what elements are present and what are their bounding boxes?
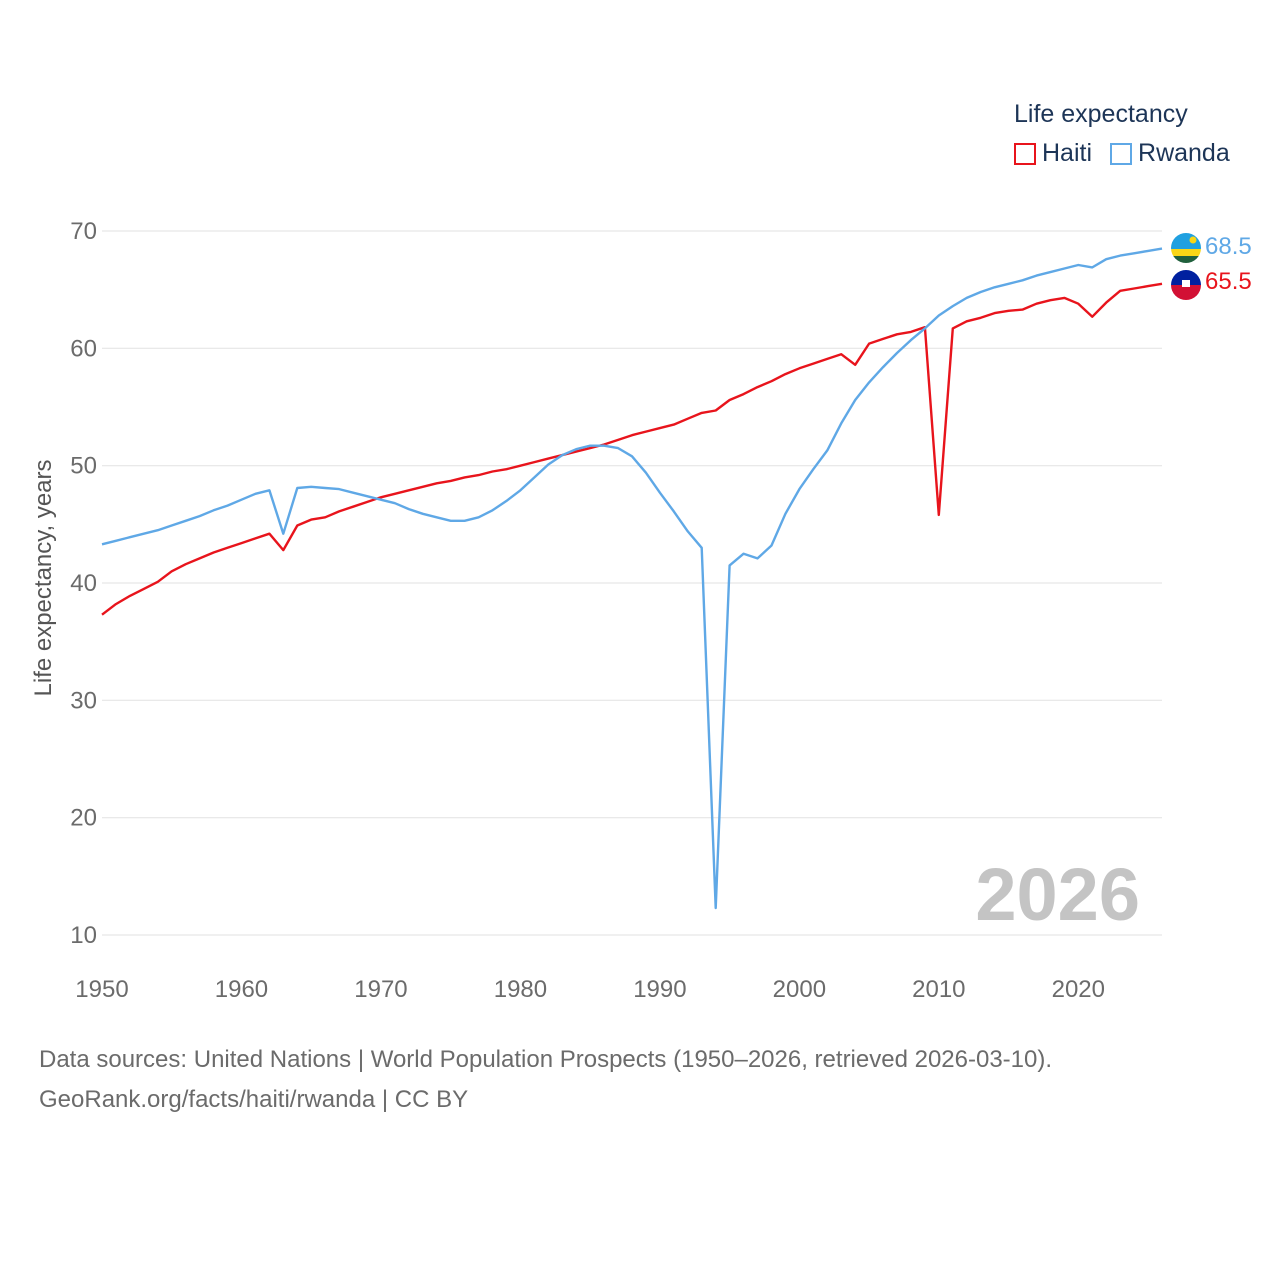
x-tick-label: 2020 xyxy=(1052,976,1105,1003)
y-tick-label: 10 xyxy=(70,922,97,949)
haiti-flag-icon xyxy=(1171,270,1201,300)
rwanda-end-value: 68.5 xyxy=(1205,233,1252,260)
x-axis: 1950 1960 1970 1980 1990 2000 2010 2020 xyxy=(75,976,1105,1003)
x-tick-label: 1970 xyxy=(354,976,407,1003)
series-lines xyxy=(101,247,1163,910)
y-tick-label: 60 xyxy=(70,335,97,362)
legend-label-rwanda: Rwanda xyxy=(1138,139,1230,167)
legend-label-haiti: Haiti xyxy=(1042,139,1093,167)
rwanda-swatch xyxy=(1110,142,1133,165)
haiti-end-value: 65.5 xyxy=(1205,268,1252,295)
source-line-1: Data sources: United Nations | World Pop… xyxy=(39,1046,1053,1073)
x-tick-label: 1960 xyxy=(215,976,268,1003)
x-tick-label: 1990 xyxy=(633,976,686,1003)
y-tick-label: 20 xyxy=(70,805,97,832)
x-tick-label: 2010 xyxy=(912,976,965,1003)
series-line-rwanda xyxy=(101,247,1163,910)
legend-item-rwanda[interactable]: Rwanda xyxy=(1110,139,1230,168)
y-axis-label: Life expectancy, years xyxy=(30,459,57,696)
x-tick-label: 2000 xyxy=(773,976,826,1003)
series-line-haiti xyxy=(101,282,1163,616)
x-tick-label: 1950 xyxy=(75,976,128,1003)
y-axis: 10 20 30 40 50 60 70 xyxy=(70,218,97,949)
gridlines xyxy=(102,230,1162,936)
haiti-swatch xyxy=(1014,142,1036,165)
source-note: Data sources: United Nations | World Pop… xyxy=(39,1040,1052,1120)
legend-item-haiti[interactable]: Haiti xyxy=(1014,139,1092,168)
y-tick-label: 40 xyxy=(70,570,97,597)
y-tick-label: 70 xyxy=(70,218,97,245)
y-tick-label: 50 xyxy=(70,453,97,480)
x-tick-label: 1980 xyxy=(494,976,547,1003)
year-watermark: 2026 xyxy=(975,853,1140,936)
y-tick-label: 30 xyxy=(70,687,97,714)
legend: Life expectancy Haiti Rwanda xyxy=(1014,100,1248,168)
rwanda-flag-icon xyxy=(1171,233,1201,263)
legend-title: Life expectancy xyxy=(1014,100,1188,128)
source-line-2[interactable]: GeoRank.org/facts/haiti/rwanda | CC BY xyxy=(39,1086,469,1113)
